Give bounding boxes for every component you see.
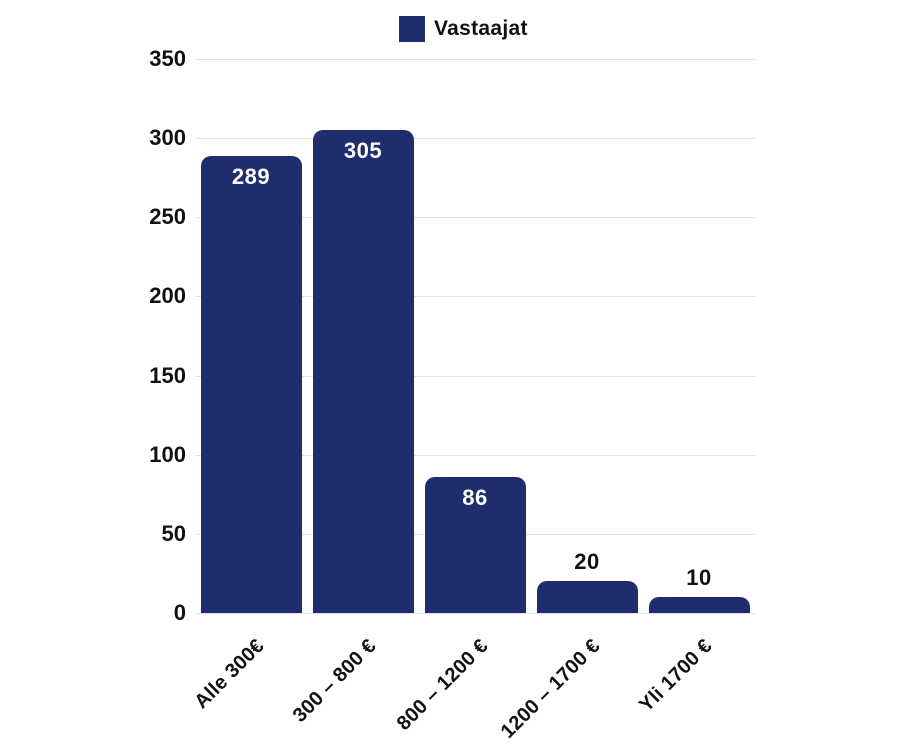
legend-label: Vastaajat [434, 17, 528, 40]
bar-1 [200, 155, 302, 613]
bar-value-label: 289 [231, 163, 271, 189]
chart-legend: Vastaajat [399, 16, 528, 42]
bar-3 [424, 476, 526, 613]
y-tick-label: 350 [149, 46, 186, 71]
x-tick-label: 1200 – 1700 € [496, 635, 605, 743]
bar-value-label: 86 [462, 484, 488, 510]
bar-value-label: 20 [574, 549, 600, 575]
legend-swatch-icon [399, 16, 425, 42]
bar-5 [648, 597, 750, 613]
gridline [195, 217, 755, 219]
y-tick-label: 250 [149, 204, 186, 230]
y-tick-label: 0 [173, 600, 186, 625]
y-tick-label: 100 [149, 441, 186, 467]
gridline [195, 375, 755, 377]
plot-area: 289 305 86 20 10 [195, 59, 755, 614]
y-tick-label: 50 [161, 520, 186, 546]
bar-2 [312, 130, 414, 613]
x-axis: Alle 300€ 300 – 800 €800 – 1200 €1200 – 1… [190, 613, 755, 750]
bar-value-label: 10 [686, 565, 712, 591]
y-tick-label: 200 [149, 283, 186, 309]
x-tick-label: Alle 300€ [190, 635, 269, 714]
gridline [195, 454, 755, 456]
y-tick-label: 300 [149, 125, 186, 151]
x-tick-label: 300 – 800 € [288, 635, 381, 727]
y-axis: 0 50 100 150 200 250 300 350 [0, 46, 186, 625]
gridline [195, 138, 755, 140]
bar-4 [536, 581, 638, 613]
gridline [195, 613, 755, 614]
gridline [195, 296, 755, 298]
bar-value-label: 305 [343, 138, 383, 164]
x-tick-label: Yli 1700 € [635, 635, 717, 717]
y-tick-label: 150 [149, 362, 186, 388]
gridline [195, 59, 755, 60]
x-tick-label: 800 – 1200 € [392, 635, 493, 735]
